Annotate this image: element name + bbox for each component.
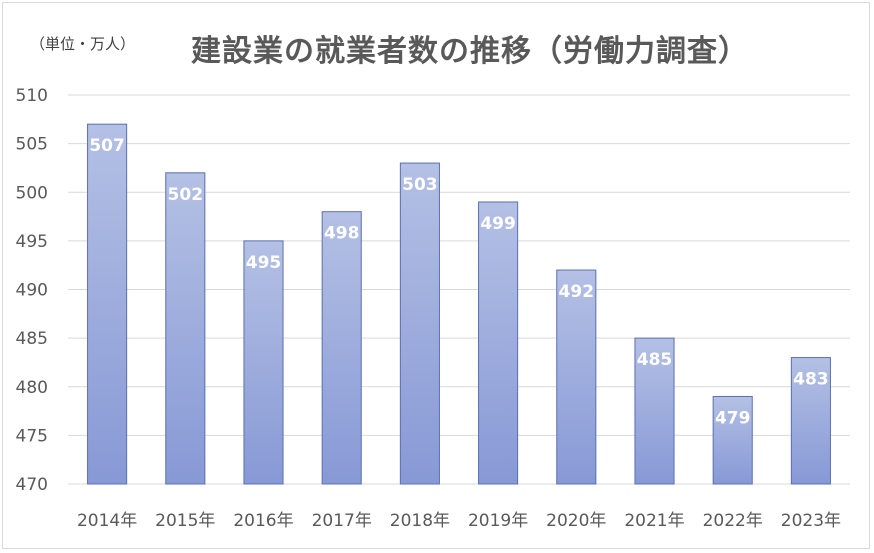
x-tick-label: 2023年 xyxy=(781,511,841,531)
y-tick-label: 470 xyxy=(16,475,48,495)
bar-2016年 xyxy=(243,240,284,485)
bar-2022年 xyxy=(712,395,753,485)
y-tick-label: 490 xyxy=(16,281,48,301)
y-axis-ticks: 470 475 480 485 490 495 500 505 510 xyxy=(16,86,48,495)
x-tick-label: 2022年 xyxy=(703,511,763,531)
y-tick-label: 500 xyxy=(16,183,48,203)
data-label: 479 xyxy=(715,408,751,428)
y-tick-label: 480 xyxy=(16,378,48,398)
chart-title: 建設業の就業者数の推移（労働力調査） xyxy=(191,34,749,69)
y-tick-label: 495 xyxy=(16,232,48,252)
data-labels: 507 502 495 498 503 499 492 485 479 483 xyxy=(89,136,828,428)
data-label: 507 xyxy=(89,136,125,156)
x-tick-label: 2020年 xyxy=(546,511,606,531)
x-tick-label: 2021年 xyxy=(624,511,684,531)
x-tick-label: 2015年 xyxy=(155,511,215,531)
x-tick-label: 2016年 xyxy=(233,511,293,531)
x-tick-label: 2019年 xyxy=(468,511,528,531)
x-axis-ticks: 2014年 2015年 2016年 2017年 2018年 2019年 2020年 2021年… xyxy=(77,511,841,531)
data-label: 483 xyxy=(793,370,829,390)
y-tick-label: 475 xyxy=(16,426,48,446)
unit-label: （単位・万人） xyxy=(30,35,136,53)
data-label: 498 xyxy=(324,224,360,244)
y-tick-label: 505 xyxy=(16,135,48,155)
data-label: 502 xyxy=(168,185,204,205)
bars xyxy=(87,123,831,485)
bar-2023年 xyxy=(790,357,831,485)
y-tick-label: 485 xyxy=(16,329,48,349)
bar-2021年 xyxy=(634,337,675,485)
x-tick-label: 2017年 xyxy=(312,511,372,531)
bar-2019年 xyxy=(478,201,519,485)
data-label: 492 xyxy=(559,282,595,302)
bar-2014年 xyxy=(87,123,128,485)
data-label: 485 xyxy=(637,350,673,370)
data-label: 495 xyxy=(246,253,282,273)
x-tick-label: 2018年 xyxy=(390,511,450,531)
x-tick-label: 2014年 xyxy=(77,511,137,531)
data-label: 503 xyxy=(402,175,438,195)
data-label: 499 xyxy=(480,214,516,234)
bar-2018年 xyxy=(399,162,440,485)
bar-2020年 xyxy=(556,269,597,485)
bar-2015年 xyxy=(165,172,206,485)
bar-2017年 xyxy=(321,211,362,485)
y-tick-label: 510 xyxy=(16,86,48,106)
